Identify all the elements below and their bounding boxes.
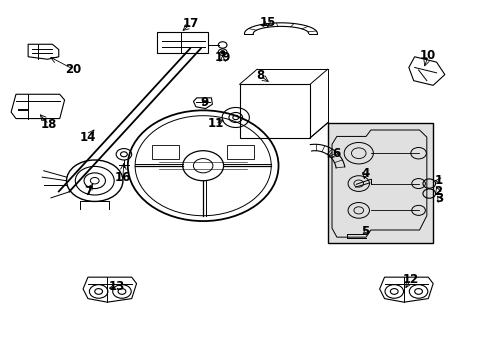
Text: 1: 1 bbox=[434, 174, 442, 187]
Text: 17: 17 bbox=[183, 17, 199, 30]
Text: 15: 15 bbox=[259, 15, 275, 28]
Bar bbox=[157, 32, 207, 53]
Text: 7: 7 bbox=[84, 185, 92, 198]
Text: 13: 13 bbox=[109, 280, 125, 293]
Text: 3: 3 bbox=[434, 192, 442, 205]
Text: 20: 20 bbox=[65, 63, 81, 76]
Text: 8: 8 bbox=[255, 69, 264, 82]
Text: 5: 5 bbox=[360, 225, 368, 238]
Bar bbox=[327, 123, 432, 243]
Text: 19: 19 bbox=[214, 51, 230, 64]
Text: 6: 6 bbox=[331, 147, 339, 160]
Text: 10: 10 bbox=[419, 49, 435, 62]
Text: 2: 2 bbox=[433, 185, 441, 198]
Bar bbox=[227, 145, 254, 158]
Text: 4: 4 bbox=[360, 167, 368, 180]
Text: 14: 14 bbox=[80, 131, 96, 144]
Bar bbox=[152, 145, 179, 158]
Text: 12: 12 bbox=[402, 273, 418, 286]
Text: 16: 16 bbox=[115, 171, 131, 184]
Bar bbox=[239, 84, 309, 138]
Text: 18: 18 bbox=[41, 118, 57, 131]
Circle shape bbox=[220, 51, 224, 54]
Text: 11: 11 bbox=[207, 117, 223, 130]
Text: 9: 9 bbox=[200, 96, 208, 109]
